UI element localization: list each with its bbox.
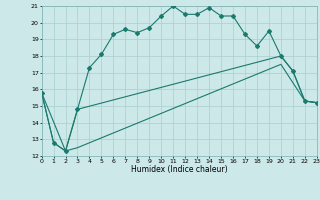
X-axis label: Humidex (Indice chaleur): Humidex (Indice chaleur) — [131, 165, 228, 174]
